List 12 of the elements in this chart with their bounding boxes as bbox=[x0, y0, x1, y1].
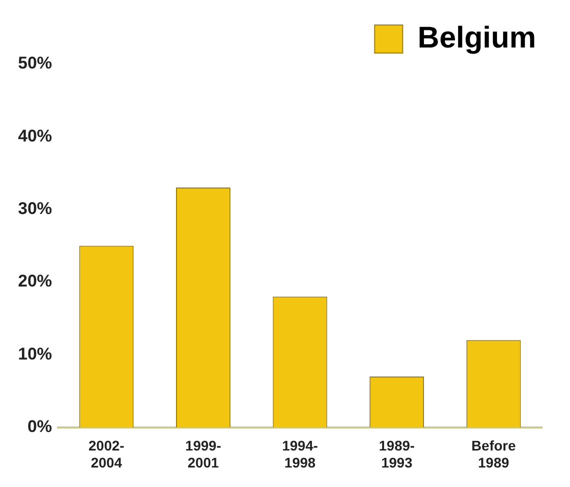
y-tick-label: 40% bbox=[18, 126, 52, 146]
x-tick-label: Before 1989 bbox=[471, 438, 516, 470]
x-tick-label: 2002- 2004 bbox=[88, 438, 125, 470]
y-tick-label: 10% bbox=[18, 344, 52, 364]
y-tick-label: 20% bbox=[18, 272, 52, 291]
y-tick-label: 50% bbox=[18, 54, 52, 73]
x-tick-label: 1999- 2001 bbox=[185, 438, 222, 470]
legend-label: Belgium bbox=[418, 21, 536, 54]
y-tick-label: 0% bbox=[27, 417, 52, 436]
x-tick-label: 1989- 1993 bbox=[378, 438, 416, 470]
x-tick-label: 1994- 1998 bbox=[282, 438, 318, 470]
y-tick-label: 30% bbox=[18, 199, 52, 218]
